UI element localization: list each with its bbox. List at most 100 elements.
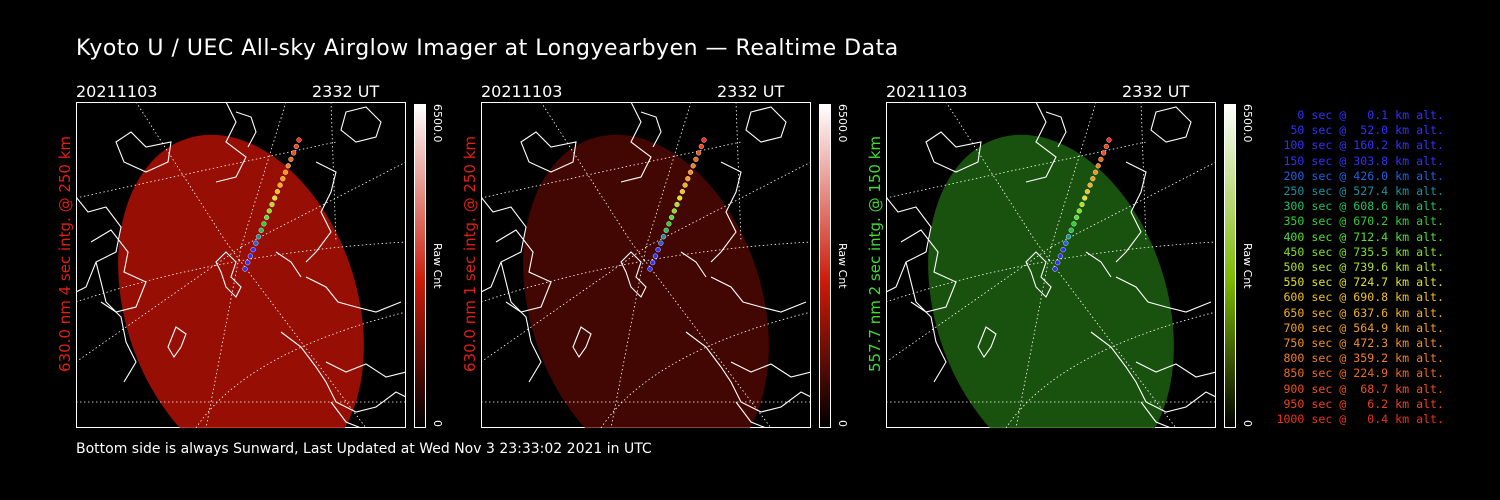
coastline xyxy=(905,261,947,383)
trajectory-point xyxy=(685,176,691,182)
coastline xyxy=(481,196,527,293)
grid-line xyxy=(1005,311,1216,428)
coastline xyxy=(500,261,542,383)
trajectory-point xyxy=(245,259,251,266)
legend-row: 0 sec @ 0.1 km alt. xyxy=(1297,108,1444,122)
coastline xyxy=(76,196,122,293)
legend-row: 150 sec @ 303.8 km alt. xyxy=(1283,153,1444,168)
trajectory-point xyxy=(1060,247,1066,253)
trajectory-point xyxy=(1098,156,1104,162)
panel-2-ylabel: 630.0 nm 1 sec intg. @ 250 km xyxy=(461,135,479,372)
coastline xyxy=(235,111,257,148)
coastline xyxy=(1150,106,1192,143)
coastline xyxy=(1025,102,1057,183)
coastline xyxy=(280,331,406,413)
coastline xyxy=(325,361,406,378)
legend-row: 1000 sec @ 0.4 km alt. xyxy=(1276,412,1444,427)
panel-2-cbar-min: 0 xyxy=(836,420,849,427)
trajectory-point xyxy=(1074,214,1080,221)
trajectory-point xyxy=(1079,201,1085,208)
trajectory-point xyxy=(660,234,667,240)
page-title: Kyoto U / UEC All-sky Airglow Imager at … xyxy=(76,36,899,61)
coastline xyxy=(305,161,337,263)
trajectory-point xyxy=(282,169,289,175)
grid-line xyxy=(600,311,811,428)
airglow-image xyxy=(523,134,769,428)
legend-row: 200 sec @ 426.0 km alt. xyxy=(1283,168,1444,183)
trajectory-point xyxy=(1106,137,1112,143)
panel-2-cbar-max: 6500.0 xyxy=(836,104,849,143)
coastline xyxy=(90,229,147,313)
panel-3-ylabel: 557.7 nm 2 sec intg. @ 150 km xyxy=(866,135,884,372)
trajectory-point xyxy=(264,214,270,221)
panel-3-cbar-min: 0 xyxy=(1241,420,1254,427)
coastline xyxy=(1085,251,1112,278)
trajectory-legend: 0 sec @ 0.1 km alt. 50 sec @ 52.0 km alt.… xyxy=(1262,108,1444,427)
trajectory-point xyxy=(1092,169,1099,175)
trajectory-point xyxy=(296,137,302,143)
legend-row: 700 sec @ 564.9 km alt. xyxy=(1283,320,1444,335)
trajectory-point xyxy=(1065,234,1072,240)
trajectory-point xyxy=(291,150,297,156)
coastline xyxy=(572,326,592,359)
trajectory-point xyxy=(674,201,680,208)
trajectory-point xyxy=(682,182,688,188)
trajectory-point xyxy=(652,253,659,259)
trajectory-point xyxy=(647,266,653,272)
grid-line xyxy=(645,161,811,248)
coastline xyxy=(640,111,662,148)
coastline xyxy=(620,102,652,183)
grid-line xyxy=(735,102,742,243)
trajectory-point xyxy=(687,169,694,175)
trajectory-point xyxy=(1101,150,1107,156)
coastline xyxy=(1140,401,1172,428)
trajectory-point xyxy=(285,163,291,169)
legend-row: 800 sec @ 359.2 km alt. xyxy=(1283,351,1444,366)
trajectory-point xyxy=(277,182,283,188)
panel-3-date: 20211103 xyxy=(886,82,968,101)
coastline xyxy=(340,106,382,143)
legend-row: 100 sec @ 160.2 km alt. xyxy=(1283,138,1444,153)
coastline xyxy=(95,261,137,383)
coastline xyxy=(685,331,811,413)
footer-note: Bottom side is always Sunward, Last Upda… xyxy=(76,441,652,457)
coastline xyxy=(745,106,787,143)
panel-2-image xyxy=(481,102,811,428)
panel-3-time: 2332 UT xyxy=(1122,82,1190,101)
panel-3-cbar-max: 6500.0 xyxy=(1241,104,1254,143)
trajectory-point xyxy=(1055,259,1061,266)
coastline xyxy=(330,401,362,428)
coastline xyxy=(1135,361,1216,378)
coastline xyxy=(977,326,997,359)
coastline xyxy=(495,229,552,313)
coastline xyxy=(305,276,402,313)
panel-2-time: 2332 UT xyxy=(717,82,785,101)
legend-row: 50 sec @ 52.0 km alt. xyxy=(1290,123,1444,138)
trajectory-point xyxy=(1095,163,1101,169)
grid-line xyxy=(481,241,811,303)
legend-row: 500 sec @ 739.6 km alt. xyxy=(1283,260,1444,275)
trajectory-point xyxy=(258,227,264,233)
panel-1-colorbar xyxy=(414,104,426,428)
trajectory-point xyxy=(698,143,704,150)
panel-1-cbar-unit: Raw Cnt xyxy=(431,243,444,289)
legend-row: 850 sec @ 224.9 km alt. xyxy=(1283,366,1444,381)
coastline xyxy=(215,102,247,183)
legend-row: 250 sec @ 527.4 km alt. xyxy=(1283,184,1444,199)
coastline xyxy=(115,131,172,173)
trajectory-point xyxy=(266,208,272,214)
trajectory-point xyxy=(247,253,254,259)
trajectory-point xyxy=(655,247,661,253)
legend-row: 650 sec @ 637.6 km alt. xyxy=(1283,305,1444,320)
coastline xyxy=(520,131,577,173)
coastline xyxy=(735,401,767,428)
legend-row: 400 sec @ 712.4 km alt. xyxy=(1283,229,1444,244)
trajectory-point xyxy=(663,227,669,233)
trajectory-point xyxy=(253,240,259,246)
trajectory-point xyxy=(666,221,672,227)
coastline xyxy=(886,196,932,293)
panel-2-date: 20211103 xyxy=(481,82,563,101)
coastline xyxy=(275,251,302,278)
trajectory-point xyxy=(658,240,664,246)
coastline xyxy=(1115,276,1212,313)
